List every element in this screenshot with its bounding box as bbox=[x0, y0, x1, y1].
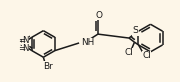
Text: NH: NH bbox=[81, 38, 94, 47]
Text: N: N bbox=[22, 44, 29, 53]
Text: =: = bbox=[18, 44, 25, 53]
Text: O: O bbox=[95, 11, 102, 20]
Text: N: N bbox=[22, 36, 29, 45]
Text: Br: Br bbox=[43, 62, 53, 71]
Text: S: S bbox=[19, 39, 25, 48]
Text: =: = bbox=[18, 36, 25, 45]
Text: S: S bbox=[132, 26, 138, 36]
Text: Cl: Cl bbox=[142, 51, 151, 60]
Text: Cl: Cl bbox=[124, 48, 133, 57]
